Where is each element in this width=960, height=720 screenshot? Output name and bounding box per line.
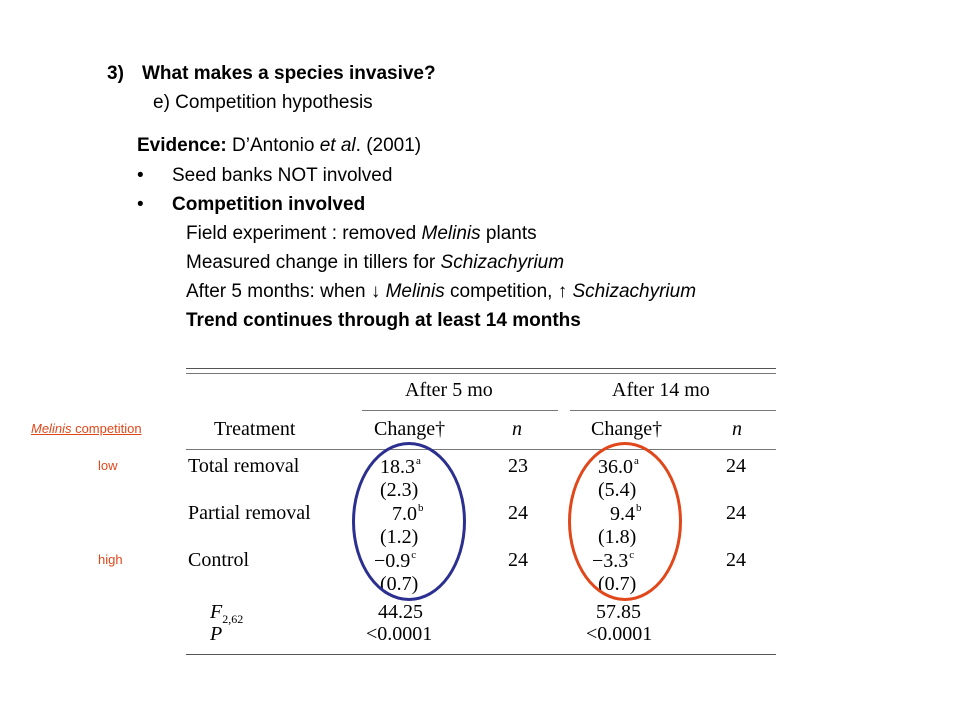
group-rule-14mo: [570, 410, 776, 411]
f-stat-5mo: 44.25: [378, 601, 423, 623]
row-name-control: Control: [188, 549, 250, 571]
col-header-change-14mo: Change†: [591, 418, 663, 440]
f-stat-label: F2,62: [210, 601, 244, 626]
detail-field-experiment: Field experiment : removed Melinis plant…: [186, 223, 537, 244]
side-label-high: high: [98, 552, 123, 567]
header-bottom-rule: [186, 449, 776, 450]
detail-measured-change: Measured change in tillers for Schizachy…: [186, 252, 565, 273]
evidence-authors: D’Antonio et al. (2001): [232, 135, 422, 156]
heading-title: What makes a species invasive?: [142, 63, 436, 84]
heading-number: 3): [107, 63, 124, 84]
bullet-competition: Competition involved: [172, 194, 366, 215]
col-header-n-5mo: n: [512, 418, 522, 440]
n-14mo-control: 24: [726, 549, 746, 571]
p-value-label: P: [210, 623, 223, 645]
highlight-ellipse-14mo: [568, 442, 682, 601]
col-header-treatment: Treatment: [214, 418, 296, 440]
heading-subtitle: e) Competition hypothesis: [153, 92, 373, 113]
n-5mo-partial: 24: [508, 502, 528, 524]
table-top-rule-2: [186, 373, 776, 374]
side-label-competition: Melinis competition: [31, 421, 142, 436]
detail-after-5-months: After 5 months: when ↓ Melinis competiti…: [186, 281, 697, 302]
group-header-5mo: After 5 mo: [405, 379, 493, 401]
highlight-ellipse-5mo: [352, 442, 466, 601]
p-value-14mo: <0.0001: [586, 623, 653, 645]
p-value-5mo: <0.0001: [366, 623, 433, 645]
f-stat-14mo: 57.85: [596, 601, 641, 623]
detail-trend: Trend continues through at least 14 mont…: [186, 310, 581, 331]
col-header-change-5mo: Change†: [374, 418, 446, 440]
bullet-icon: •: [137, 165, 144, 186]
table-top-rule: [186, 368, 776, 369]
col-header-n-14mo: n: [732, 418, 742, 440]
n-5mo-total: 23: [508, 455, 528, 477]
n-14mo-total: 24: [726, 455, 746, 477]
n-14mo-partial: 24: [726, 502, 746, 524]
row-name-partial-removal: Partial removal: [188, 502, 311, 524]
group-header-14mo: After 14 mo: [612, 379, 710, 401]
table-bottom-rule: [186, 654, 776, 655]
bullet-icon: •: [137, 194, 144, 215]
evidence-label: Evidence:: [137, 135, 227, 156]
row-name-total-removal: Total removal: [188, 455, 300, 477]
bullet-seed-banks: Seed banks NOT involved: [172, 165, 393, 186]
n-5mo-control: 24: [508, 549, 528, 571]
group-rule-5mo: [362, 410, 558, 411]
side-label-low: low: [98, 458, 118, 473]
evidence-line: Evidence: D’Antonio et al. (2001): [137, 135, 421, 157]
